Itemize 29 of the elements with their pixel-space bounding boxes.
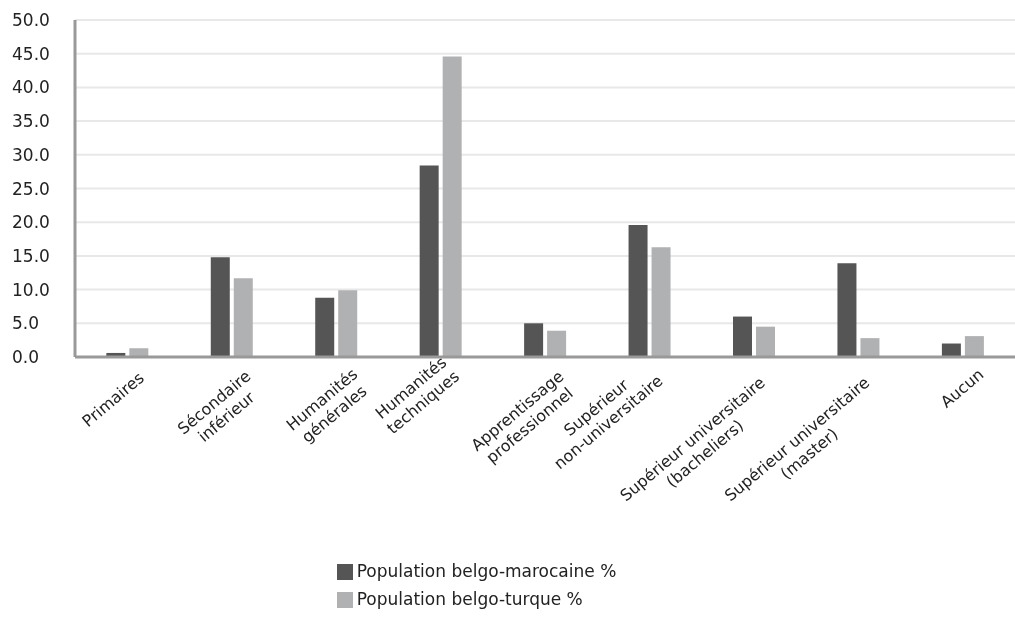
bar [419, 165, 439, 357]
bar [860, 338, 880, 357]
bar [837, 263, 857, 357]
bar [547, 330, 567, 357]
y-tick-label: 30.0 [12, 144, 50, 165]
bar [233, 278, 253, 357]
bar [964, 336, 984, 357]
bar [733, 316, 752, 357]
legend-label: Population belgo-turque % [356, 589, 583, 609]
y-tick-label: 40.0 [12, 77, 50, 98]
bar [129, 348, 149, 357]
bar [315, 297, 335, 357]
y-tick-label: 25.0 [12, 178, 50, 199]
bar [628, 224, 648, 357]
bar [338, 290, 358, 357]
bar [442, 56, 462, 357]
y-tick-label: 45.0 [12, 43, 50, 64]
y-tick-label: 50.0 [12, 10, 50, 30]
y-tick-label: 35.0 [12, 111, 50, 132]
y-tick-label: 10.0 [12, 279, 50, 300]
bar [210, 257, 230, 357]
bar [524, 323, 544, 357]
y-tick-label: 5.0 [12, 313, 40, 334]
y-tick-label: 20.0 [12, 212, 50, 233]
bar [756, 326, 775, 357]
y-tick-label: 15.0 [12, 245, 50, 266]
bar [651, 247, 671, 357]
y-tick-label: 0.0 [12, 347, 40, 367]
legend-label: Population belgo-marocaine % [356, 561, 617, 581]
